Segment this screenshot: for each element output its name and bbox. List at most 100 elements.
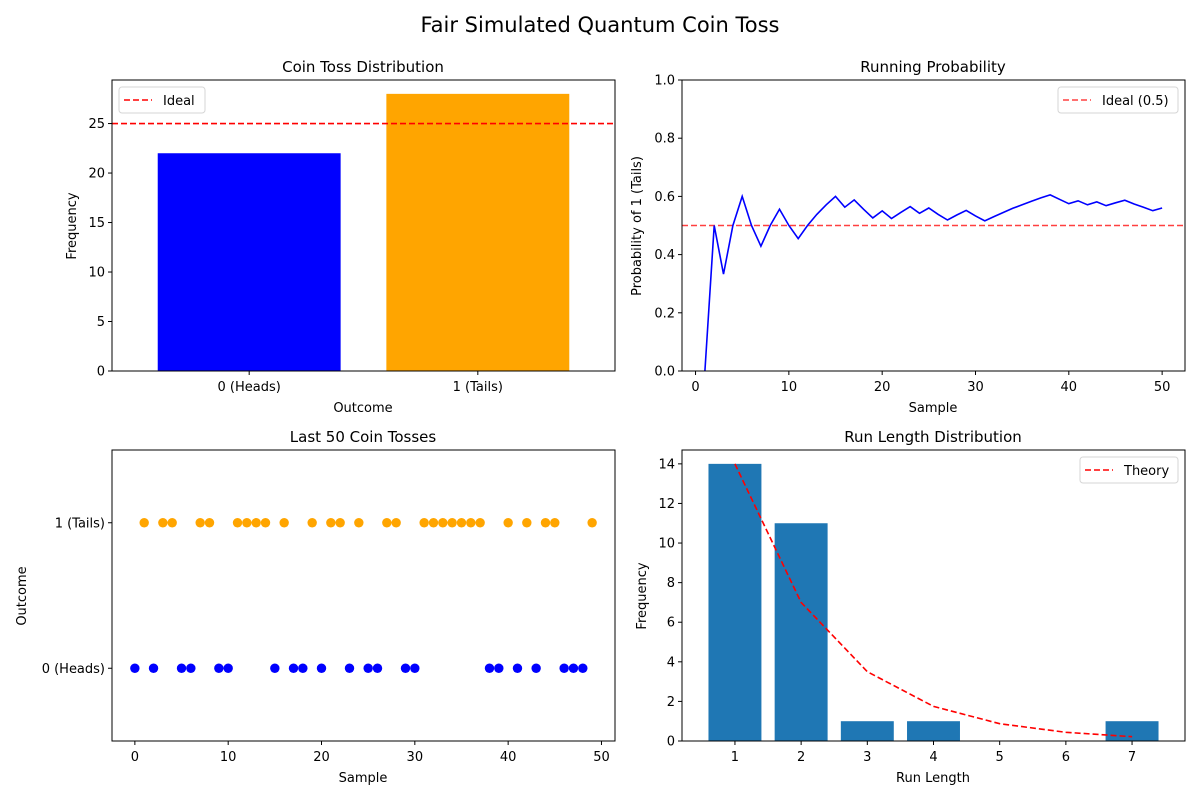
chart1-axes-frame [111, 79, 616, 372]
chart3-xtick-label: 50 [593, 750, 610, 765]
chart3-point-46 [559, 663, 569, 673]
chart4-xlabel: Run Length [896, 771, 970, 786]
chart1-bar-0 [157, 153, 341, 371]
chart3-ylabel: Outcome [15, 566, 30, 625]
chart1-xtick-label: 1 (Tails) [453, 380, 503, 395]
chart2-title: Running Probability [860, 58, 1006, 76]
chart3-point-45 [550, 518, 560, 528]
chart3-point-22 [335, 518, 345, 528]
chart1-ylabel: Frequency [65, 192, 80, 259]
chart3-point-49 [587, 518, 597, 528]
chart3-point-31 [419, 518, 429, 528]
chart4-xtick-label: 3 [863, 750, 871, 765]
chart3-point-43 [531, 663, 541, 673]
chart3-point-25 [363, 663, 373, 673]
chart4-bar-1 [708, 463, 762, 741]
chart3-point-8 [204, 518, 215, 528]
chart3-point-26 [372, 663, 383, 673]
chart3-point-16 [279, 518, 289, 528]
chart4-xtick-label: 7 [1128, 750, 1136, 765]
chart3-point-6 [186, 663, 196, 673]
chart3-point-28 [391, 518, 401, 528]
chart1-xtick-label: 0 (Heads) [218, 380, 281, 395]
chart3-point-38 [484, 663, 495, 673]
chart3-point-33 [438, 518, 448, 528]
chart1-ytick-label: 10 [88, 266, 105, 281]
chart3-point-18 [298, 663, 308, 673]
chart3-point-0 [130, 663, 140, 673]
chart3-point-48 [578, 663, 588, 673]
chart3-point-2 [148, 663, 159, 673]
chart3-point-29 [400, 663, 411, 673]
chart3-point-12 [242, 518, 252, 528]
chart2-legend: Ideal (0.5) [1057, 86, 1179, 114]
chart2-xtick-label: 10 [781, 380, 798, 395]
chart2-ytick-label: 1.0 [654, 74, 675, 89]
chart4-bar-3 [840, 721, 894, 741]
chart4-ytick-label: 10 [658, 537, 675, 552]
chart3-point-39 [494, 663, 504, 673]
chart4-ytick-label: 0 [667, 735, 675, 750]
chart3-xtick-label: 0 [131, 750, 139, 765]
chart4-ytick-label: 2 [667, 695, 675, 710]
chart-last-50-coin-tosses: Last 50 Coin Tosses 0 (Heads) 1 (Tails) 0 1… [15, 428, 616, 786]
chart4-xtick-label: 5 [996, 750, 1004, 765]
chart3-point-7 [195, 518, 205, 528]
chart1-ytick-label: 5 [97, 315, 105, 330]
chart4-legend: Theory [1079, 456, 1179, 484]
chart2-xtick-label: 40 [1061, 380, 1078, 395]
chart3-title: Last 50 Coin Tosses [290, 428, 437, 446]
chart2-xtick-label: 20 [874, 380, 891, 395]
chart3-point-42 [522, 518, 532, 528]
chart2-xtick-label: 50 [1154, 380, 1171, 395]
chart3-point-35 [456, 518, 467, 528]
chart4-xtick-label: 2 [797, 750, 805, 765]
chart3-point-44 [540, 518, 551, 528]
chart3-point-41 [512, 663, 523, 673]
figure-title: Fair Simulated Quantum Coin Toss [421, 13, 780, 37]
chart2-series-line [704, 193, 1163, 372]
chart3-point-1 [139, 518, 149, 528]
chart3-point-4 [167, 518, 177, 528]
chart3-point-40 [503, 518, 513, 528]
chart1-plot-area: 0 5 10 15 20 25 0 (Heads) 1 (Tails) [88, 79, 616, 395]
chart3-point-36 [466, 518, 476, 528]
chart1-ytick-label: 15 [88, 216, 105, 231]
chart4-ytick-label: 4 [667, 655, 675, 670]
chart-running-probability: Running Probability 0.0 0.2 0.4 0.6 0.8 1.0 0 1… [630, 58, 1186, 416]
chart2-xlabel: Sample [909, 401, 958, 416]
chart1-bar-1 [386, 93, 570, 371]
chart3-point-15 [270, 663, 280, 673]
chart3-point-13 [251, 518, 261, 528]
chart1-ytick-label: 0 [97, 365, 105, 380]
chart2-plot-area: 0.0 0.2 0.4 0.6 0.8 1.0 0 10 20 30 40 50 [654, 74, 1186, 395]
chart2-ytick-label: 0.0 [654, 365, 675, 380]
chart1-title: Coin Toss Distribution [282, 58, 444, 76]
chart3-point-9 [214, 663, 224, 673]
chart3-point-32 [428, 518, 439, 528]
chart4-legend-label: Theory [1123, 464, 1169, 479]
chart3-point-3 [158, 518, 168, 528]
chart3-xlabel: Sample [339, 771, 388, 786]
chart3-point-34 [447, 518, 457, 528]
chart4-ylabel: Frequency [635, 562, 650, 629]
chart3-xtick-label: 10 [220, 750, 237, 765]
chart3-point-37 [475, 518, 485, 528]
chart4-bar-4 [907, 721, 960, 741]
chart1-legend-label: Ideal [163, 94, 195, 109]
chart3-xtick-label: 40 [500, 750, 517, 765]
chart1-legend: Ideal [118, 86, 206, 114]
chart4-ytick-label: 6 [667, 616, 675, 631]
chart4-legend-box [1079, 456, 1179, 484]
chart3-point-24 [354, 518, 364, 528]
chart3-ytick-label: 0 (Heads) [42, 662, 105, 677]
chart3-point-23 [344, 663, 355, 673]
chart4-theory-line [734, 463, 1133, 738]
chart3-point-10 [223, 663, 233, 673]
chart1-xlabel: Outcome [333, 401, 392, 416]
chart2-ylabel: Probability of 1 (Tails) [630, 156, 645, 296]
chart2-xtick-label: 0 [691, 380, 699, 395]
